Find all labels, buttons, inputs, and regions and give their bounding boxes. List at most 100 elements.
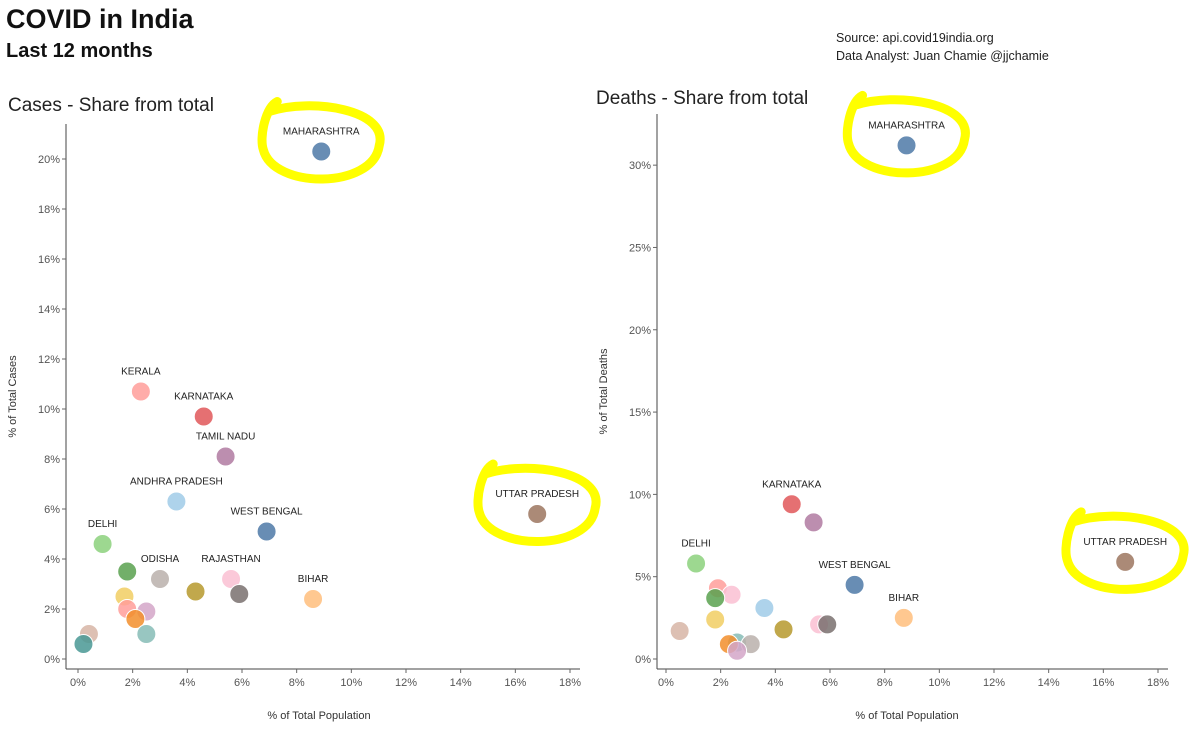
data-point[interactable] [727,640,748,661]
y-tick-label: 10% [38,404,60,416]
cases-x-axis-title: % of Total Population [267,710,370,722]
data-point[interactable] [185,581,206,602]
credits: Source: api.covid19india.org Data Analys… [836,29,1049,65]
point-label: DELHI [88,519,117,530]
point-label: WEST BENGAL [819,560,891,571]
x-tick-label: 0% [658,677,674,689]
y-tick-label: 0% [44,654,60,666]
data-point[interactable] [705,609,726,630]
data-point-andhra-pradesh[interactable] [166,491,187,512]
point-label: RAJASTHAN [201,554,260,565]
x-tick-label: 2% [125,677,141,689]
x-tick-label: 4% [179,677,195,689]
point-label: BIHAR [298,574,329,585]
point-label: KARNATAKA [762,479,821,490]
deaths-scatter-chart: 0% 5% 10% 15% 20% 25% 30% 0% 2% 4% 6% 8% 10% 12% 14% 16… [598,90,1189,722]
deaths-y-axis-title: % of Total Deaths [598,348,610,435]
data-point-bihar[interactable] [303,589,324,609]
point-label: UTTAR PRADESH [495,489,579,500]
y-tick-label: 15% [629,407,651,419]
point-label: UTTAR PRADESH [1083,537,1167,548]
data-point-uttar-pradesh[interactable] [1115,551,1136,572]
x-tick-label: 18% [559,677,581,689]
point-label: KERALA [121,367,161,378]
point-label: ANDHRA PRADESH [130,477,223,488]
x-tick-label: 6% [234,677,250,689]
x-tick-label: 8% [289,677,305,689]
point-label: BIHAR [889,593,920,604]
x-tick-label: 12% [395,677,417,689]
data-point-karnataka[interactable] [193,406,214,427]
cases-scatter-chart: 0% 2% 4% 6% 8% 10% 12% 14% 16% 18% 20% 0% 2% 4% 6% 8% 10… [7,97,601,722]
data-point-maharashtra[interactable] [311,141,332,162]
data-point[interactable] [773,619,794,640]
x-tick-label: 12% [983,677,1005,689]
page-title: COVID in India [6,4,194,34]
source-text: Source: api.covid19india.org [836,31,994,45]
data-point[interactable] [136,624,157,644]
data-point-uttar-pradesh[interactable] [527,504,548,524]
y-tick-label: 14% [38,304,60,316]
x-tick-label: 0% [70,677,86,689]
y-tick-label: 16% [38,254,60,266]
y-tick-label: 6% [44,504,60,516]
cases-y-axis-title: % of Total Cases [7,355,19,438]
y-tick-label: 12% [38,354,60,366]
data-point[interactable] [73,634,94,654]
data-point-karnataka[interactable] [781,494,802,515]
x-tick-label: 16% [1092,677,1114,689]
y-tick-label: 20% [38,154,60,166]
y-tick-label: 10% [629,489,651,501]
point-label: KARNATAKA [174,392,233,403]
page-subtitle: Last 12 months [6,40,153,62]
analyst-text: Data Analyst: Juan Chamie @jjchamie [836,49,1049,63]
y-tick-label: 25% [629,242,651,254]
data-point[interactable] [803,512,824,533]
highlight-circle [842,90,970,178]
data-point[interactable] [117,561,138,582]
data-point[interactable] [817,614,838,635]
y-tick-label: 2% [44,604,60,616]
point-label: MAHARASHTRA [868,120,945,131]
x-tick-label: 8% [877,677,893,689]
x-tick-label: 18% [1147,677,1169,689]
data-point-west-bengal[interactable] [256,521,277,542]
data-point-west-bengal[interactable] [844,574,865,595]
data-point-odisha[interactable] [150,569,170,589]
point-label: TAMIL NADU [196,432,255,443]
x-tick-label: 16% [504,677,526,689]
cases-chart-title: Cases - Share from total [8,95,214,116]
data-point-maharashtra[interactable] [896,135,917,156]
x-tick-label: 10% [340,677,362,689]
data-point[interactable] [705,588,726,609]
point-label: DELHI [681,539,710,550]
data-point[interactable] [721,584,742,605]
x-tick-label: 14% [450,677,472,689]
highlight-circle [257,97,385,184]
x-tick-label: 4% [767,677,783,689]
data-point-bihar[interactable] [893,607,914,628]
x-tick-label: 14% [1038,677,1060,689]
y-tick-label: 4% [44,554,60,566]
y-tick-label: 5% [635,572,651,584]
deaths-chart-title: Deaths - Share from total [596,88,809,109]
y-tick-label: 8% [44,454,60,466]
data-point-delhi[interactable] [686,553,707,574]
data-point[interactable] [669,621,690,642]
data-point[interactable] [229,584,250,604]
x-tick-label: 2% [713,677,729,689]
y-tick-label: 18% [38,204,60,216]
data-point[interactable] [754,597,775,618]
data-point-tamil-nadu[interactable] [215,446,236,467]
highlight-circle [1061,507,1189,594]
deaths-x-axis-title: % of Total Population [855,710,958,722]
data-point[interactable] [125,609,146,629]
y-tick-label: 0% [635,654,651,666]
point-label: WEST BENGAL [231,507,303,518]
point-label: ODISHA [141,554,180,565]
y-tick-label: 30% [629,160,651,172]
data-point-kerala[interactable] [130,381,151,402]
point-label: MAHARASHTRA [283,127,360,138]
data-point-delhi[interactable] [92,534,113,554]
